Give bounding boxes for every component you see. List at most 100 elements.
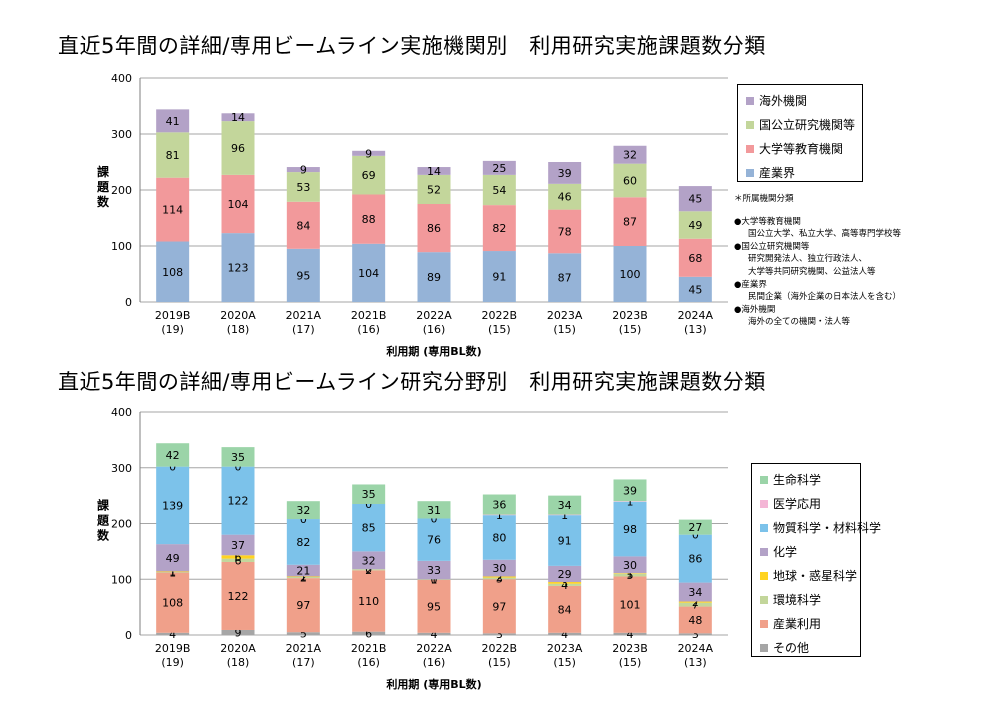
bar-segment bbox=[221, 233, 255, 302]
x-tick-label: 2019B (19) bbox=[155, 642, 191, 669]
data-label: 122 bbox=[228, 590, 249, 603]
bar-segment bbox=[482, 494, 516, 515]
bar-segment bbox=[156, 443, 190, 467]
data-label: 82 bbox=[296, 536, 310, 549]
data-label: 3 bbox=[496, 628, 503, 641]
legend-label: 産業界 bbox=[759, 166, 796, 180]
data-label: 6 bbox=[365, 627, 372, 640]
data-label: 2 bbox=[496, 571, 503, 584]
data-label: 53 bbox=[296, 181, 310, 194]
bar-segment bbox=[221, 534, 255, 556]
bar-segment bbox=[352, 503, 386, 552]
data-label: 27 bbox=[688, 521, 702, 534]
x-tick-label: 2021B (16) bbox=[351, 642, 387, 669]
data-label: 68 bbox=[688, 252, 702, 265]
institution-legend: 海外機関国公立研究機関等 大学等教育機関 産業界 bbox=[737, 84, 863, 182]
bar-segment bbox=[417, 579, 451, 633]
note-label: ●国公立研究機関等 bbox=[734, 241, 810, 252]
bar-segment bbox=[286, 501, 320, 520]
bar-segment bbox=[352, 155, 386, 195]
data-label: 110 bbox=[358, 595, 379, 608]
bar-segment bbox=[417, 579, 451, 580]
data-label: 89 bbox=[427, 271, 441, 284]
data-label: 33 bbox=[427, 564, 441, 577]
x-tick-label: 2023B (15) bbox=[612, 642, 648, 669]
data-label: 49 bbox=[166, 552, 180, 565]
legend-swatch bbox=[746, 145, 754, 153]
data-label: 98 bbox=[623, 523, 637, 536]
data-label: 80 bbox=[492, 531, 506, 544]
bar-segment bbox=[678, 601, 712, 603]
data-label: 1 bbox=[627, 495, 634, 508]
data-label: 48 bbox=[688, 614, 702, 627]
data-label: 32 bbox=[296, 504, 310, 517]
bar-segment bbox=[221, 555, 255, 559]
bar-segment bbox=[482, 514, 516, 516]
y-tick-label: 200 bbox=[111, 518, 132, 531]
data-label: 54 bbox=[492, 184, 506, 197]
data-label: 95 bbox=[296, 269, 310, 282]
bar-segment bbox=[352, 569, 386, 571]
data-label: 91 bbox=[492, 271, 506, 284]
data-label: 41 bbox=[166, 115, 180, 128]
y-tick-label: 100 bbox=[111, 573, 132, 586]
data-label: 32 bbox=[623, 149, 637, 162]
legend-label: 海外機関 bbox=[759, 94, 808, 108]
bar-segment bbox=[678, 633, 712, 635]
legend-swatch bbox=[746, 121, 754, 129]
bar-segment bbox=[221, 629, 255, 635]
x-tick-label: 2023A (15) bbox=[547, 642, 583, 669]
data-label: 2 bbox=[300, 572, 307, 585]
note-public-institute: ●国公立研究機関等 研究開発法人、独立行政法人、 大学等共同研究機関、公益法人等 bbox=[734, 241, 901, 279]
legend-label: 国公立研究機関等 bbox=[759, 118, 856, 132]
legend-item: 地球・惑星科学 bbox=[760, 568, 857, 584]
note-label: ●海外機関 bbox=[734, 304, 776, 315]
bar-segment bbox=[613, 573, 647, 574]
data-label: 0 bbox=[169, 461, 176, 474]
data-label: 0 bbox=[365, 498, 372, 511]
bar-segment bbox=[156, 572, 190, 633]
bar-segment bbox=[482, 160, 516, 175]
bar-segment bbox=[221, 113, 255, 122]
legend-swatch bbox=[746, 97, 754, 105]
bar-segment bbox=[352, 150, 386, 156]
legend-item: 産業界 bbox=[746, 165, 795, 181]
bar-segment bbox=[548, 585, 582, 633]
bar-segment bbox=[352, 194, 386, 244]
bar-segment bbox=[286, 172, 320, 202]
bar-segment bbox=[286, 564, 320, 577]
bar-segment bbox=[156, 177, 190, 242]
legend-item: 国公立研究機関等 bbox=[746, 117, 855, 133]
bar-segment bbox=[548, 495, 582, 515]
data-label: 76 bbox=[427, 534, 441, 547]
legend-label: 産業利用 bbox=[773, 617, 822, 631]
x-tick-label: 2023A (15) bbox=[547, 309, 583, 336]
note-detail: 海外の全ての機関・法人等 bbox=[748, 317, 851, 328]
data-label: 84 bbox=[296, 219, 310, 232]
legend-swatch bbox=[760, 476, 768, 484]
data-label: 46 bbox=[558, 191, 572, 204]
data-label: 4 bbox=[627, 628, 634, 641]
data-label: 5 bbox=[300, 628, 307, 641]
data-label: 5 bbox=[627, 569, 634, 582]
data-label: 139 bbox=[162, 499, 183, 512]
data-label: 85 bbox=[362, 522, 376, 535]
bar-segment bbox=[548, 583, 582, 586]
bar-segment bbox=[613, 246, 647, 302]
legend-label: 大学等教育機関 bbox=[759, 142, 844, 156]
data-label: 0 bbox=[692, 529, 699, 542]
bar-segment bbox=[548, 209, 582, 254]
legend-item: 化学 bbox=[760, 544, 797, 560]
legend-item: 医学応用 bbox=[760, 496, 821, 512]
data-label: 1 bbox=[561, 509, 568, 522]
bar-segment bbox=[678, 519, 712, 535]
bar-segment bbox=[221, 447, 255, 467]
legend-label: 生命科学 bbox=[773, 473, 822, 487]
y-tick-label: 200 bbox=[111, 184, 132, 197]
bar-segment bbox=[613, 556, 647, 574]
bar-segment bbox=[156, 132, 190, 178]
x-tick-label: 2022A (16) bbox=[416, 642, 452, 669]
bar-segment bbox=[156, 466, 190, 545]
data-label: 30 bbox=[492, 562, 506, 575]
data-label: 108 bbox=[162, 266, 183, 279]
